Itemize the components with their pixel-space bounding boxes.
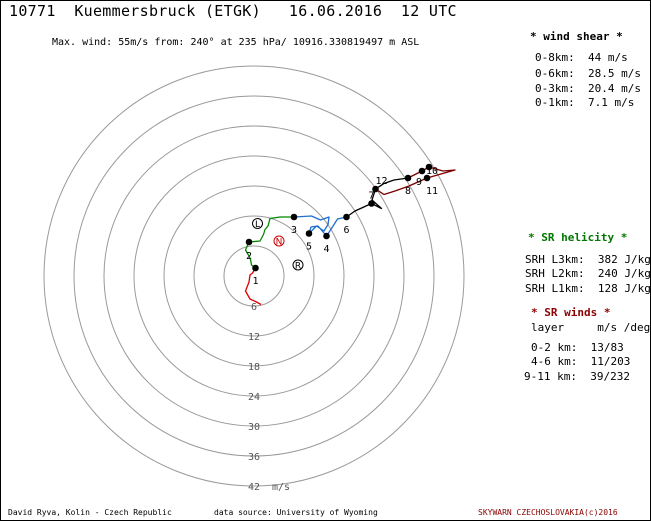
height-marker-dot <box>418 167 426 175</box>
speed-ring <box>133 155 375 397</box>
sr-helicity-row: SRH L3km: 382 J/kg <box>525 253 651 266</box>
storm-motion-r-circle <box>292 259 304 271</box>
height-marker-label: 7 <box>368 191 374 202</box>
ring-label: 24 <box>248 392 260 403</box>
storm-motion-l-label: L <box>255 220 260 230</box>
hodograph-segment-3-6km <box>293 215 347 237</box>
footer-data-source: data source: University of Wyoming <box>214 508 378 517</box>
wind-shear-row: 0-6km: 28.5 m/s <box>535 67 641 80</box>
sr-winds-heading: * SR winds * <box>531 306 611 319</box>
chart-title: 10771 Kuemmersbruck (ETGK) 16.06.2016 12… <box>9 2 457 20</box>
speed-ring <box>73 95 435 457</box>
height-marker-dot <box>245 238 253 246</box>
storm-motion-n-circle <box>273 235 285 247</box>
height-marker-dot <box>423 174 431 182</box>
ring-label: 42 <box>248 482 260 493</box>
ring-label: 30 <box>248 422 260 433</box>
wind-shear-row: 0-1km: 7.1 m/s <box>535 96 635 109</box>
hodograph-segment-0-1km <box>244 267 262 306</box>
height-marker-dot <box>368 200 375 207</box>
height-marker-dot <box>305 230 313 237</box>
speed-ring <box>223 245 285 307</box>
sr-winds-row: 9-11 km: 39/232 <box>524 370 630 383</box>
height-marker-label: 3 <box>291 225 297 236</box>
height-marker-dot <box>323 232 330 240</box>
speed-unit-label: m/s <box>272 482 290 493</box>
height-marker-dot <box>425 163 433 171</box>
storm-motion-l-circle <box>252 218 263 229</box>
sr-helicity-row: SRH L2km: 240 J/kg <box>525 267 651 280</box>
sr-helicity-heading: * SR helicity * <box>528 231 628 244</box>
speed-rings <box>43 65 465 487</box>
height-marker-label: 11 <box>426 186 438 197</box>
speed-ring <box>103 125 405 427</box>
height-marker-label: 12 <box>375 176 387 187</box>
sr-helicity-row: SRH L1km: 128 J/kg <box>525 282 651 295</box>
height-marker-dot <box>290 213 298 221</box>
wind-shear-row: 0-8km: 44 m/s <box>535 51 628 64</box>
height-marker-dot <box>404 174 412 182</box>
ring-label: 12 <box>248 332 260 343</box>
hodograph-segment-9-12km <box>375 166 456 196</box>
height-marker-dot <box>343 213 350 221</box>
wind-shear-heading: * wind shear * <box>530 30 623 43</box>
storm-motion-markers: L N R <box>252 218 304 272</box>
storm-motion-n-label: N <box>276 238 283 248</box>
ring-label: 18 <box>248 362 260 373</box>
height-marker-label: 9 <box>416 177 422 188</box>
ring-label: 36 <box>248 452 260 463</box>
hodograph-segment-6-9km <box>346 177 409 218</box>
ring-labels: 6 12 18 24 30 36 42 m/s <box>248 302 290 493</box>
height-marker-dot <box>252 264 259 272</box>
storm-motion-r-label: R <box>295 262 301 272</box>
height-marker-label: 6 <box>343 225 349 236</box>
ring-label: 6 <box>251 302 257 313</box>
sr-winds-row: 0-2 km: 13/83 <box>531 341 624 354</box>
height-marker-label: 5 <box>306 242 312 253</box>
height-marker-label: 1 <box>252 276 258 287</box>
hodograph-segment-1-3km <box>244 216 294 269</box>
height-marker-label: 2 <box>246 251 252 262</box>
footer-copyright: SKYWARN CZECHOSLOVAKIA(c)2016 <box>478 508 618 517</box>
wind-shear-row: 0-3km: 20.4 m/s <box>535 82 641 95</box>
hodograph-trace <box>244 166 456 306</box>
height-marker-label: 4 <box>323 244 329 255</box>
speed-ring <box>43 65 465 487</box>
height-marker-label: 8 <box>405 186 411 197</box>
speed-ring <box>163 185 345 367</box>
speed-ring <box>193 215 315 337</box>
height-marker-label: 10 <box>426 166 438 177</box>
max-wind-subtitle: Max. wind: 55m/s from: 240° at 235 hPa/ … <box>52 37 420 48</box>
sr-winds-row: 4-6 km: 11/203 <box>531 355 631 368</box>
sr-winds-column-header: layer m/s /deg <box>531 321 651 334</box>
footer-author: David Ryva, Kolin - Czech Republic <box>8 508 172 517</box>
height-marker-dot <box>372 185 379 193</box>
